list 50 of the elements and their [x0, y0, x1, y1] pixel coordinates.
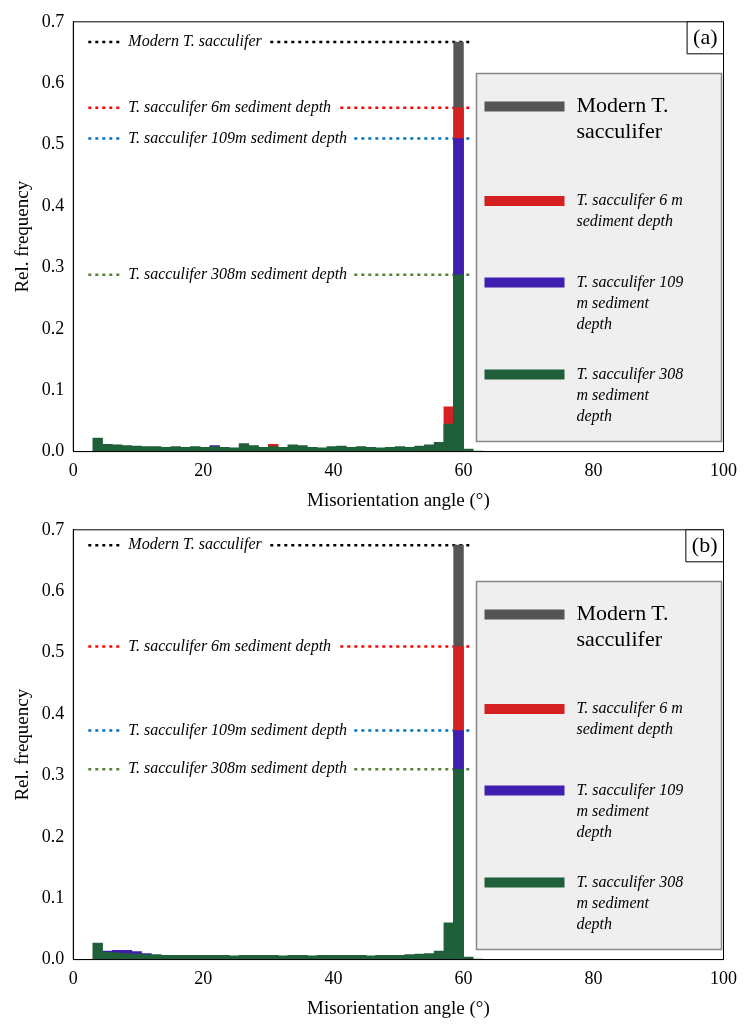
y-tick-label: 0.1 — [41, 378, 65, 399]
ref-line-label: T. sacculifer 109m sediment depth — [128, 128, 348, 147]
x-axis-title: Misorientation angle (°) — [307, 996, 490, 1019]
legend-label: Modern T. sacculifer — [576, 92, 669, 144]
x-tick-label: 40 — [324, 968, 343, 989]
y-tick-label: 0.3 — [41, 764, 65, 785]
annotation: (a) — [693, 23, 718, 49]
x-tick-label: 80 — [584, 968, 603, 989]
x-tick-label: 20 — [194, 968, 213, 989]
y-tick-label: 0.7 — [41, 10, 65, 31]
y-tick-label: 0.1 — [41, 886, 65, 907]
y-tick-label: 0.0 — [41, 948, 65, 969]
legend-label: T. sacculifer 109 m sediment depth — [576, 780, 684, 841]
y-tick-label: 0.4 — [41, 194, 65, 215]
x-axis-title: Misorientation angle (°) — [307, 488, 490, 511]
x-tick-label: 0 — [68, 968, 78, 989]
ref-line-label: Modern T. sacculifer — [127, 535, 263, 554]
ref-line-label: T. sacculifer 6m sediment depth — [128, 636, 332, 655]
legend-label: T. sacculifer 6 m sediment depth — [576, 699, 683, 739]
y-axis-title: Rel. frequency — [11, 688, 33, 801]
x-tick-label: 100 — [710, 460, 737, 481]
y-tick-label: 0.4 — [41, 702, 65, 723]
y-tick-label: 0.2 — [41, 317, 65, 338]
ref-line-label: T. sacculifer 109m sediment depth — [128, 720, 348, 739]
legend-label: T. sacculifer 6 m sediment depth — [576, 191, 683, 231]
ref-line-label: T. sacculifer 308m sediment depth — [128, 264, 348, 283]
y-tick-label: 0.6 — [41, 579, 65, 600]
x-tick-label: 0 — [68, 460, 78, 481]
legend-label: T. sacculifer 109 m sediment depth — [576, 272, 684, 333]
x-tick-label: 80 — [584, 460, 603, 481]
annotation: (b) — [691, 531, 718, 557]
ref-line-label: T. sacculifer 308m sediment depth — [128, 759, 348, 778]
legend-label: T. sacculifer 308 m sediment depth — [576, 364, 684, 425]
y-tick-label: 0.0 — [41, 440, 65, 461]
y-tick-label: 0.5 — [41, 641, 65, 662]
legend-label: T. sacculifer 308 m sediment depth — [576, 872, 684, 933]
y-axis-title: Rel. frequency — [11, 180, 33, 293]
x-tick-label: 20 — [194, 460, 213, 481]
ref-line-label: T. sacculifer 6m sediment depth — [128, 97, 332, 116]
y-tick-label: 0.2 — [41, 825, 65, 846]
x-tick-label: 60 — [454, 968, 473, 989]
x-tick-label: 60 — [454, 460, 473, 481]
y-tick-label: 0.6 — [41, 71, 65, 92]
x-tick-label: 100 — [710, 968, 737, 989]
y-tick-label: 0.3 — [41, 256, 65, 277]
legend-label: Modern T. sacculifer — [576, 600, 669, 652]
y-tick-label: 0.5 — [41, 133, 65, 154]
ref-line-label: Modern T. sacculifer — [127, 32, 263, 51]
x-tick-label: 40 — [324, 460, 343, 481]
y-tick-label: 0.7 — [41, 518, 65, 539]
